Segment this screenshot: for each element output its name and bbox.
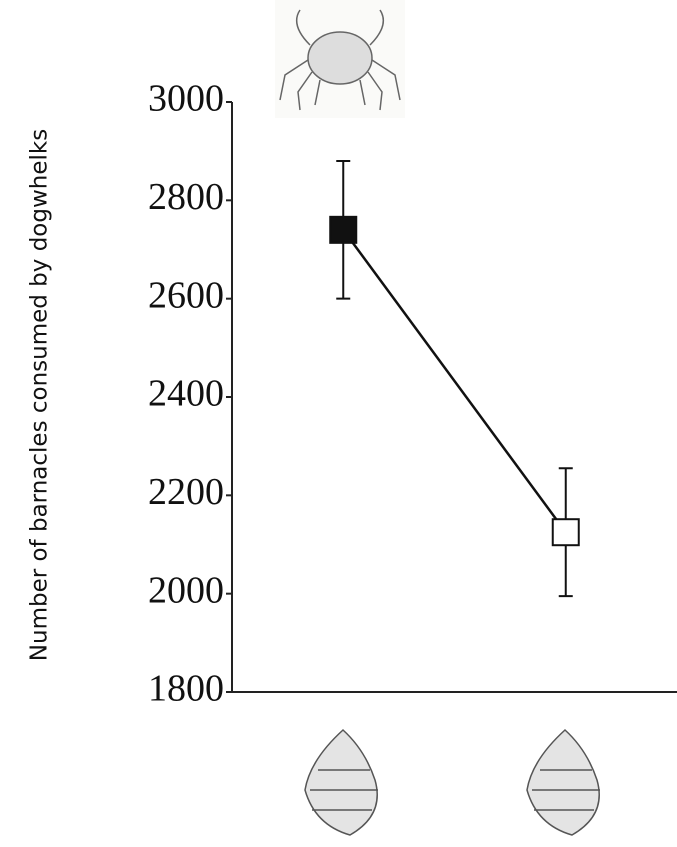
y-tick-label: 2600 (148, 274, 224, 316)
marker (551, 518, 580, 547)
y-tick-label: 2800 (148, 176, 224, 218)
crab-icon (275, 0, 405, 118)
y-tick-label: 3000 (148, 78, 224, 120)
marker (329, 215, 358, 244)
y-tick-label: 1800 (148, 668, 224, 710)
snail-icons (304, 728, 600, 836)
y-tick-label: 2400 (148, 373, 224, 415)
y-axis-label: Number of barnacles consumed by dogwhelk… (27, 129, 53, 661)
line (342, 229, 567, 533)
y-tick-label: 2200 (148, 471, 224, 513)
y-tick-label: 2000 (148, 569, 224, 611)
